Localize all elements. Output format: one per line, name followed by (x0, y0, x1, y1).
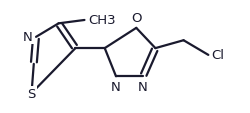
Text: O: O (131, 12, 141, 25)
Text: Cl: Cl (211, 49, 224, 62)
Text: CH3: CH3 (88, 14, 116, 27)
Text: N: N (23, 31, 33, 44)
Text: N: N (111, 80, 121, 93)
Text: S: S (27, 87, 36, 100)
Text: N: N (138, 80, 148, 93)
